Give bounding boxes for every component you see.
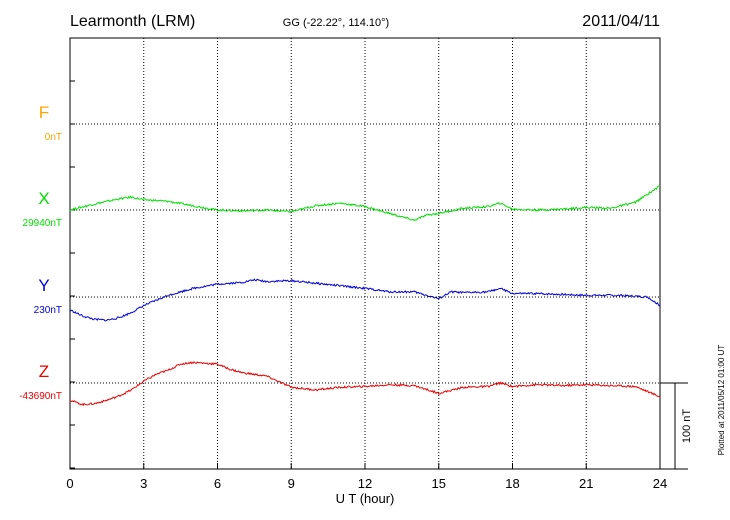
grid xyxy=(69,38,661,469)
scale-bar: 100 nT xyxy=(660,382,693,470)
x-tick-label: 21 xyxy=(579,476,593,491)
series-baseline-y: 230nT xyxy=(34,305,62,316)
date-label: 2011/04/11 xyxy=(582,13,660,30)
x-tick-label: 12 xyxy=(358,476,372,491)
x-tick-label: 18 xyxy=(505,476,519,491)
series-label-f: F xyxy=(39,103,49,122)
x-tick-label: 0 xyxy=(66,476,73,491)
x-tick-labels: 0 3 6 9 12 15 18 21 24 xyxy=(66,476,667,491)
series-label-y: Y xyxy=(38,276,49,295)
series-baseline-f: 0nT xyxy=(45,132,62,143)
x-axis-label: U T (hour) xyxy=(336,491,395,506)
series-label-z: Z xyxy=(39,362,49,381)
x-tick-label: 6 xyxy=(214,476,221,491)
series-baseline-x: 29940nT xyxy=(23,218,62,229)
series-line-z xyxy=(70,361,661,407)
coordinates-label: GG (-22.22°, 114.10°) xyxy=(283,17,389,29)
scale-bar-label: 100 nT xyxy=(681,409,693,444)
plot-timestamp-note: Plotted at 2011/05/12 01:00 UT xyxy=(717,345,726,456)
traces xyxy=(69,185,661,407)
series-baseline-z: -43690nT xyxy=(19,391,62,402)
x-tick-label: 9 xyxy=(288,476,295,491)
x-tick-label: 15 xyxy=(432,476,446,491)
series-labels: F 0nT X 29940nT Y 230nT Z -43690nT xyxy=(19,103,62,402)
plot-frame xyxy=(69,37,661,470)
series-label-x: X xyxy=(38,189,49,208)
x-tick-label: 3 xyxy=(140,476,147,491)
x-tick-label: 24 xyxy=(653,476,667,491)
series-line-y xyxy=(69,278,661,322)
station-title: Learmonth (LRM) xyxy=(70,13,195,30)
series-line-x xyxy=(69,185,661,221)
